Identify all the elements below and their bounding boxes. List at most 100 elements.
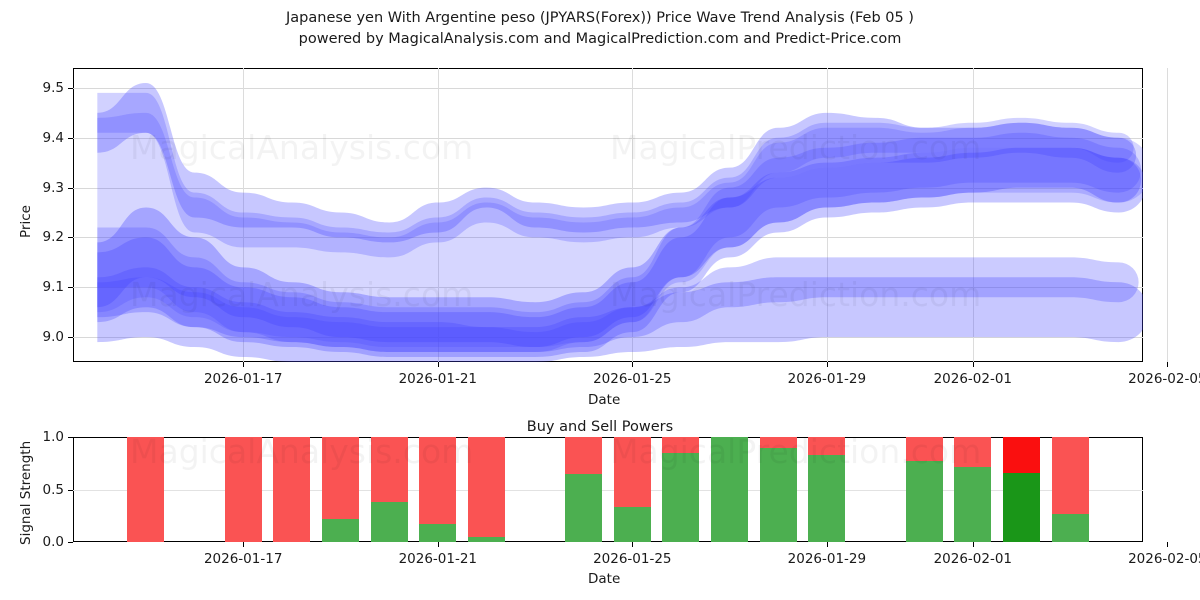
bar-sell-segment [565, 437, 603, 474]
wave-xtick-label-4: 2026-02-01 [933, 371, 1013, 387]
wave-gridline-v-1 [437, 68, 439, 362]
wave-gridline-v-0 [243, 68, 245, 362]
wave-band-1 [97, 82, 1137, 243]
bar-xtick-label-0: 2026-01-17 [203, 551, 283, 567]
wave-ytick-label-2: 9.2 [42, 229, 64, 246]
wave-x-axis-title: Date [588, 392, 621, 408]
bar-xtick-label-5: 2026-02-05 [1128, 551, 1200, 567]
bar-buy-segment [759, 447, 797, 542]
bar-2026-01-24[interactable] [565, 437, 603, 542]
wave-band-8 [97, 112, 1143, 348]
bar-xtick-4 [972, 542, 974, 547]
bar-sell-segment [273, 437, 311, 542]
wave-xtick-4 [972, 362, 974, 367]
bar-sell-segment [662, 437, 700, 453]
bar-2026-01-25[interactable] [613, 437, 651, 542]
wave-gridline-h-0 [73, 337, 1143, 339]
wave-gridline-v-2 [632, 68, 634, 362]
wave-gridline-h-1 [73, 287, 1143, 289]
wave-y-axis-title: Price [18, 205, 34, 238]
bar-sell-segment [905, 437, 943, 462]
bar-buy-segment [370, 502, 408, 542]
bar-ytick-2 [68, 437, 73, 438]
bar-xtick-3 [826, 542, 828, 547]
bar-buy-segment [808, 454, 846, 542]
wave-ytick-label-4: 9.4 [42, 129, 64, 146]
bar-sell-segment [1051, 437, 1089, 514]
wave-xtick-label-3: 2026-01-29 [787, 371, 867, 387]
bar-sell-segment [808, 437, 846, 455]
wave-band-2 [97, 147, 1142, 348]
bar-sell-segment [224, 437, 262, 542]
bar-sell-segment [322, 437, 359, 519]
bar-x-axis-title: Date [588, 571, 621, 587]
bar-2026-01-21[interactable] [419, 437, 457, 542]
wave-band-7 [97, 147, 1143, 358]
bar-xtick-label-3: 2026-01-29 [787, 551, 867, 567]
bar-sell-segment [1002, 437, 1040, 473]
bar-sell-segment [613, 437, 651, 508]
bar-ytick-0 [68, 542, 73, 543]
bar-2026-01-26[interactable] [662, 437, 700, 542]
wave-ytick-0 [68, 337, 73, 339]
bar-2026-01-15[interactable] [127, 437, 165, 542]
wave-gridline-v-5 [1167, 68, 1169, 362]
bar-buy-segment [711, 437, 749, 542]
bar-2026-01-22[interactable] [467, 437, 505, 542]
wave-band-4 [97, 257, 1139, 353]
wave-band-5 [97, 132, 1142, 353]
bar-2026-01-31[interactable] [905, 437, 943, 542]
bar-buy-segment [565, 473, 603, 542]
bar-xtick-label-2: 2026-01-25 [593, 551, 672, 567]
wave-xtick-3 [826, 362, 828, 367]
wave-gridline-h-3 [73, 187, 1143, 189]
bar-sell-segment [759, 437, 797, 448]
bar-buy-segment [322, 518, 359, 542]
bar-buy-segment [905, 461, 943, 542]
wave-band-3 [97, 267, 1143, 362]
bar-buy-segment [662, 452, 700, 542]
bar-gridline-1 [73, 489, 1143, 491]
wave-xtick-label-1: 2026-01-21 [398, 371, 478, 387]
wave-gridline-h-2 [73, 237, 1143, 239]
bar-xtick-5 [1167, 542, 1169, 547]
bar-2026-02-01[interactable] [954, 437, 992, 542]
wave-bands-svg [97, 82, 1143, 362]
wave-ytick-2 [68, 237, 73, 239]
bar-2026-01-18[interactable] [273, 437, 311, 542]
title-line-1: Japanese yen With Argentine peso (JPYARS… [286, 10, 914, 26]
bar-xtick-label-1: 2026-01-21 [398, 551, 478, 567]
bar-ytick-label-1: 0.5 [42, 481, 64, 498]
wave-xtick-label-0: 2026-01-17 [203, 371, 283, 387]
bar-2026-02-02[interactable] [1002, 437, 1040, 542]
bar-sell-segment [419, 437, 457, 525]
bar-buy-segment [1002, 472, 1040, 542]
wave-xtick-label-5: 2026-02-05 [1128, 371, 1200, 387]
title-line-2: powered by MagicalAnalysis.com and Magic… [298, 31, 902, 47]
bar-2026-02-03[interactable] [1051, 437, 1089, 542]
bar-ytick-1 [68, 489, 73, 491]
bar-ytick-label-2: 1.0 [42, 429, 64, 445]
bar-2026-01-20[interactable] [370, 437, 408, 542]
wave-xtick-5 [1167, 362, 1169, 367]
bar-2026-01-29[interactable] [808, 437, 846, 542]
bar-2026-01-17[interactable] [224, 437, 262, 542]
bar-buy-segment [419, 524, 457, 542]
bar-chart-title: Buy and Sell Powers [526, 419, 674, 435]
bar-2026-01-28[interactable] [759, 437, 797, 542]
wave-gridline-v-4 [972, 68, 974, 362]
bar-buy-segment [613, 507, 651, 542]
bar-sell-segment [127, 437, 165, 542]
wave-xtick-2 [632, 362, 634, 367]
wave-ytick-3 [68, 187, 73, 189]
bar-buy-segment [1051, 513, 1089, 542]
bar-xtick-0 [243, 542, 245, 547]
bar-xtick-1 [437, 542, 439, 547]
wave-xtick-1 [437, 362, 439, 367]
bar-xtick-2 [632, 542, 634, 547]
bar-2026-01-27[interactable] [711, 437, 749, 542]
wave-ytick-label-3: 9.3 [42, 179, 64, 196]
bar-buy-segment [954, 467, 992, 542]
wave-ytick-label-0: 9.0 [42, 329, 64, 346]
bar-2026-01-19[interactable] [322, 437, 359, 542]
